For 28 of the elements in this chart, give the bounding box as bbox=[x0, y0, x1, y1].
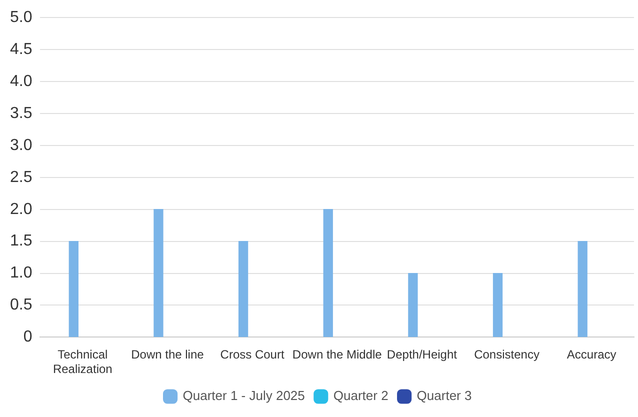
legend-label: Quarter 1 - July 2025 bbox=[182, 388, 305, 404]
y-tick-label: 3.5 bbox=[10, 104, 32, 122]
x-tick-label: Cross Court bbox=[220, 348, 285, 362]
y-tick-label: 1.5 bbox=[10, 232, 32, 250]
bar bbox=[154, 209, 164, 338]
x-tick-label: Technical Realization bbox=[52, 348, 112, 376]
bar bbox=[578, 240, 588, 338]
bar bbox=[323, 209, 333, 338]
y-tick-label: 4.5 bbox=[10, 40, 32, 58]
y-tick-label: 3.0 bbox=[10, 136, 32, 154]
y-tick-label: 2.0 bbox=[10, 200, 32, 218]
legend-label: Quarter 3 bbox=[416, 388, 472, 404]
x-tick-label: Consistency bbox=[474, 348, 540, 362]
y-tick-label: 0 bbox=[23, 328, 32, 346]
x-tick-label: Down the Middle bbox=[292, 348, 382, 362]
x-tick-label: Depth/Height bbox=[386, 348, 458, 362]
y-tick-label: 1.0 bbox=[10, 264, 32, 282]
x-tick-label: Accuracy bbox=[566, 348, 616, 362]
y-tick-label: 0.5 bbox=[10, 296, 32, 314]
bar bbox=[68, 240, 78, 338]
y-tick-label: 5.0 bbox=[10, 9, 32, 26]
bar bbox=[238, 240, 248, 338]
y-tick-label: 2.5 bbox=[10, 168, 32, 186]
bar bbox=[492, 272, 503, 338]
bar bbox=[408, 272, 418, 338]
x-tick-label: Down the line bbox=[131, 348, 204, 362]
y-tick-label: 4.0 bbox=[10, 72, 32, 90]
legend-label: Quarter 2 bbox=[333, 388, 388, 404]
